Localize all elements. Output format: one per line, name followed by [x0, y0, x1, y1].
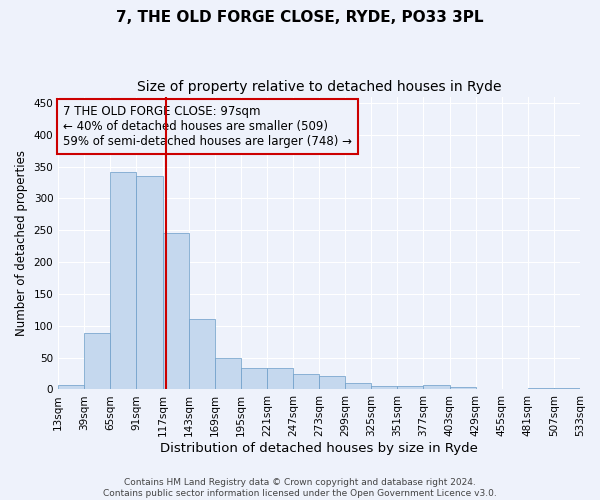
Bar	[84, 334, 110, 390]
Bar	[371, 386, 397, 390]
Bar	[449, 387, 476, 390]
Title: Size of property relative to detached houses in Ryde: Size of property relative to detached ho…	[137, 80, 502, 94]
Text: 7 THE OLD FORGE CLOSE: 97sqm
← 40% of detached houses are smaller (509)
59% of s: 7 THE OLD FORGE CLOSE: 97sqm ← 40% of de…	[64, 106, 352, 148]
Y-axis label: Number of detached properties: Number of detached properties	[15, 150, 28, 336]
Text: Contains HM Land Registry data © Crown copyright and database right 2024.
Contai: Contains HM Land Registry data © Crown c…	[103, 478, 497, 498]
Bar	[136, 176, 163, 390]
Bar	[424, 385, 449, 390]
Bar	[554, 388, 580, 390]
Text: 7, THE OLD FORGE CLOSE, RYDE, PO33 3PL: 7, THE OLD FORGE CLOSE, RYDE, PO33 3PL	[116, 10, 484, 25]
Bar	[319, 376, 345, 390]
Bar	[215, 358, 241, 390]
Bar	[528, 388, 554, 390]
Bar	[345, 383, 371, 390]
Bar	[267, 368, 293, 390]
Bar	[110, 172, 136, 390]
Bar	[241, 368, 267, 390]
Bar	[293, 374, 319, 390]
Bar	[397, 386, 424, 390]
Bar	[476, 389, 502, 390]
Bar	[188, 320, 215, 390]
Bar	[58, 385, 84, 390]
X-axis label: Distribution of detached houses by size in Ryde: Distribution of detached houses by size …	[160, 442, 478, 455]
Bar	[163, 234, 188, 390]
